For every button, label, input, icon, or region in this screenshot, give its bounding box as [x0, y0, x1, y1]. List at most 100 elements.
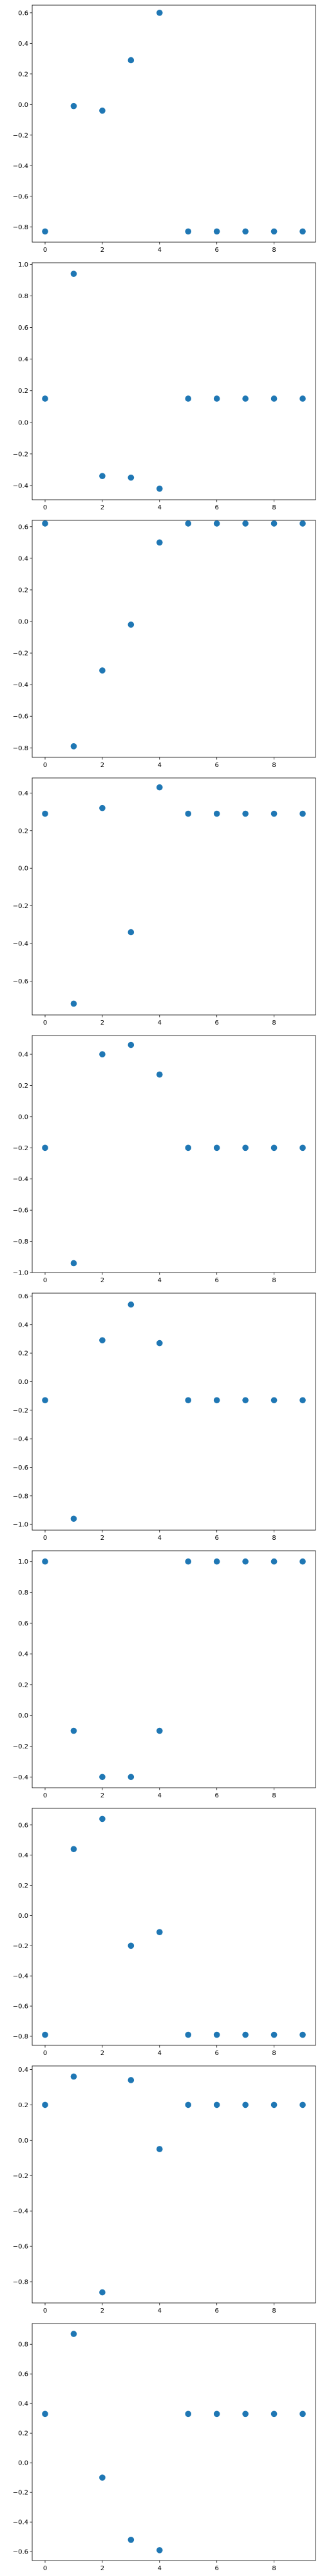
y-tick-label: 0.0 — [18, 866, 28, 873]
y-tick-label: −0.2 — [13, 451, 28, 458]
x-tick-label: 2 — [100, 2050, 104, 2057]
scatter-point — [270, 2101, 278, 2108]
y-tick-label: 0.4 — [18, 1052, 28, 1059]
scatter-point — [270, 2410, 278, 2418]
scatter-point — [185, 520, 192, 527]
y-tick-label: −0.8 — [13, 1238, 28, 1245]
x-tick-label: 2 — [100, 2565, 104, 2572]
scatter-point — [99, 1815, 106, 1823]
y-tick-label: −0.6 — [13, 1208, 28, 1215]
scatter-point — [70, 270, 77, 277]
scatter-point — [70, 1260, 77, 1267]
y-tick-label: −0.2 — [13, 1145, 28, 1152]
x-tick-label: 2 — [100, 247, 104, 254]
y-tick-label: −1.0 — [13, 1522, 28, 1529]
scatter-point — [128, 2537, 135, 2543]
x-tick-label: 8 — [272, 1277, 276, 1284]
x-tick-label: 4 — [158, 1792, 162, 1799]
x-tick-label: 8 — [272, 2565, 276, 2572]
plot-frame — [32, 1293, 316, 1531]
y-tick-label: 0.2 — [18, 1681, 28, 1689]
y-tick-label: −0.8 — [13, 745, 28, 752]
scatter-point — [213, 1397, 220, 1404]
chart-panel-3: −0.8 −0.6 −0.4 −0.2 0.0 0.2 0.4 0.6 0 2 4 6 8 — [13, 520, 316, 769]
plot-frame — [32, 520, 316, 758]
y-tick-label: 0.0 — [18, 619, 28, 626]
scatter-point — [213, 520, 220, 527]
scatter-point — [213, 2410, 220, 2418]
x-tick-label: 6 — [214, 1535, 218, 1542]
y-tick-label: −0.4 — [13, 2519, 28, 2526]
x-tick-label: 6 — [214, 2565, 218, 2572]
y-tick-label: −0.2 — [13, 1407, 28, 1414]
scatter-point — [185, 2031, 192, 2038]
x-tick-label: 4 — [158, 504, 162, 511]
scatter-point — [299, 2031, 306, 2038]
y-tick-label: 0.0 — [18, 102, 28, 109]
chart-panel-10: −0.6 −0.4 −0.2 0.0 0.2 0.4 0.6 0.8 0 2 4 6 8 — [13, 2323, 316, 2572]
scatter-point — [156, 1727, 163, 1734]
y-tick-label: −0.2 — [13, 2173, 28, 2180]
scatter-point — [213, 810, 220, 817]
scatter-point — [70, 102, 77, 109]
scatter-point — [156, 10, 163, 16]
y-tick-label: 0.6 — [18, 1293, 28, 1300]
x-tick-label: 2 — [100, 1019, 104, 1027]
scatter-point — [156, 1929, 163, 1936]
plot-frame — [32, 2065, 316, 2304]
y-tick-label: 0.2 — [18, 71, 28, 78]
y-tick-label: 0.2 — [18, 828, 28, 835]
x-tick-label: 0 — [43, 1019, 47, 1027]
y-tick-label: 0.6 — [18, 325, 28, 332]
y-tick-label: 0.0 — [18, 1712, 28, 1719]
scatter-point — [99, 108, 106, 114]
scatter-point — [185, 228, 192, 235]
y-tick-label: −0.6 — [13, 1464, 28, 1472]
scatter-point — [156, 2146, 163, 2152]
x-tick-label: 2 — [100, 762, 104, 769]
scatter-point — [213, 1558, 220, 1565]
y-tick-label: 0.4 — [18, 555, 28, 562]
y-tick-label: −0.4 — [13, 682, 28, 689]
y-tick-label: −0.8 — [13, 2279, 28, 2286]
y-tick-label: 0.0 — [18, 1379, 28, 1386]
y-tick-label: −0.6 — [13, 714, 28, 721]
scatter-point — [70, 743, 77, 750]
x-tick-label: 0 — [43, 1535, 47, 1542]
scatter-point — [42, 228, 48, 235]
x-tick-label: 8 — [272, 1792, 276, 1799]
scatter-point — [99, 667, 106, 674]
x-tick-label: 2 — [100, 1277, 104, 1284]
y-tick-label: −0.4 — [13, 163, 28, 170]
y-tick-label: 0.6 — [18, 1822, 28, 1829]
scatter-point — [242, 1397, 249, 1404]
y-tick-label: −0.2 — [13, 650, 28, 658]
x-tick-label: 0 — [43, 2050, 47, 2057]
plot-frame — [32, 777, 316, 1016]
scatter-point — [128, 1301, 135, 1308]
y-tick-label: −0.6 — [13, 2549, 28, 2556]
scatter-point — [156, 1340, 163, 1347]
scatter-point — [99, 473, 106, 479]
chart-panel-8: −0.8 −0.6 −0.4 −0.2 0.0 0.2 0.4 0.6 0 2 4 6 8 — [13, 1808, 316, 2057]
scatter-point — [128, 2077, 135, 2083]
scatter-point — [70, 2073, 77, 2080]
y-tick-label: 0.2 — [18, 1083, 28, 1090]
scatter-point — [270, 520, 278, 527]
y-tick-label: −0.6 — [13, 978, 28, 985]
x-tick-label: 4 — [158, 1277, 162, 1284]
y-tick-label: −0.2 — [13, 1943, 28, 1950]
y-tick-label: 0.6 — [18, 10, 28, 17]
chart-panel-2: −0.4 −0.2 0.0 0.2 0.4 0.6 0.8 1.0 0 2 4 6 8 — [13, 261, 316, 511]
scatter-point — [185, 2101, 192, 2108]
y-tick-label: 0.4 — [18, 1852, 28, 1859]
scatter-point — [242, 228, 249, 235]
y-tick-label: −0.4 — [13, 1973, 28, 1980]
scatter-point — [128, 474, 135, 481]
scatter-point — [156, 1071, 163, 1078]
y-tick-label: −0.4 — [13, 941, 28, 948]
y-tick-label: 0.6 — [18, 1620, 28, 1627]
y-tick-label: 1.0 — [18, 1558, 28, 1566]
x-tick-label: 8 — [272, 1535, 276, 1542]
y-tick-label: 1.0 — [18, 261, 28, 269]
